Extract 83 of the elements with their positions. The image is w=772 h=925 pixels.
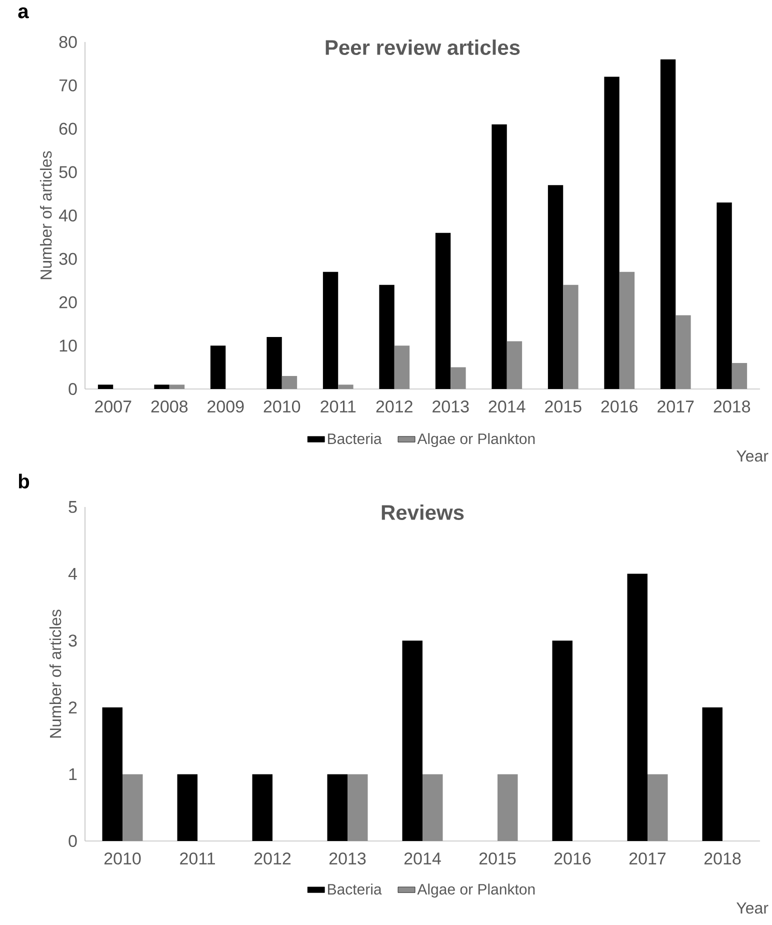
bar [676,315,691,389]
y-tick-label: 0 [68,382,77,396]
legend-label: Bacteria [328,884,382,895]
y-tick-label: 5 [68,501,77,513]
x-tick-label: 2016 [554,852,591,865]
y-tick-label: 30 [59,252,77,265]
x-tick-label: 2007 [95,400,132,413]
bar [552,640,573,841]
x-tick-label: 2011 [180,852,216,865]
bar [252,774,273,841]
bar [122,774,143,841]
bar [492,124,507,389]
bar [648,774,668,841]
bar [563,284,578,389]
bar [619,272,635,389]
bar [98,384,114,389]
legend-label: Bacteria [328,433,382,444]
bar [348,774,368,841]
x-tick-label: 2008 [151,400,188,413]
chart-title: Peer review articles [326,40,520,55]
bar [379,284,394,389]
y-tick-label: 80 [59,36,77,48]
bar [177,774,198,841]
x-tick-label: 2011 [320,400,356,413]
bar [394,346,410,389]
x-tick-label: 2017 [658,400,694,413]
y-tick-label: 10 [60,340,77,352]
y-tick-label: 1 [69,768,77,780]
x-axis-title: Year [736,902,768,914]
y-tick-label: 60 [60,122,77,135]
text: a [18,7,29,18]
y-tick-label: 4 [68,568,78,580]
bar [282,376,298,389]
x-tick-label: 2010 [264,400,300,413]
y-axis-title: Number of articles [50,610,62,738]
bar [716,202,732,389]
x-tick-label: 2016 [601,400,638,413]
bar [102,707,123,841]
bar [604,76,620,389]
y-tick-label: 2 [68,701,77,714]
bar [323,272,338,389]
bar [450,367,466,389]
bar [169,384,185,389]
bar [266,336,282,389]
legend-label: Algae or Plankton [417,433,535,448]
bar [660,59,676,389]
x-tick-label: 2014 [488,400,526,413]
bar [327,774,348,841]
y-tick-label: 50 [59,166,77,178]
x-tick-label: 2010 [104,852,141,865]
y-tick-label: 20 [60,296,77,308]
x-tick-label: 2018 [714,400,750,413]
bar [506,341,522,389]
y-tick-label: 3 [68,634,77,647]
x-tick-label: 2012 [376,400,413,413]
y-axis-title: Number of articles [40,151,52,280]
bar [732,362,748,389]
bar [436,232,451,389]
bar [154,384,170,389]
bar [548,185,564,389]
bar [422,774,443,841]
bar [402,640,423,841]
x-tick-label: 2013 [432,400,469,413]
bar [627,574,648,841]
x-tick-label: 2009 [208,400,244,413]
y-tick-label: 70 [60,79,77,92]
x-tick-label: 2013 [330,852,366,865]
x-tick-label: 2017 [630,852,666,865]
chart-title: Reviews [382,504,464,520]
text: b [19,474,30,488]
legend-label: Algae or Plankton [417,884,535,898]
x-tick-label: 2015 [480,852,516,865]
bar [338,384,354,389]
bar [702,707,723,841]
y-tick-label: 40 [59,209,77,222]
x-tick-label: 2018 [704,852,741,865]
bar [498,774,518,841]
x-axis-title: Year [736,450,768,462]
x-tick-label: 2015 [545,400,582,413]
bar [210,346,226,389]
x-tick-label: 2014 [404,852,441,865]
y-tick-label: 0 [68,834,77,848]
x-tick-label: 2012 [254,852,291,865]
